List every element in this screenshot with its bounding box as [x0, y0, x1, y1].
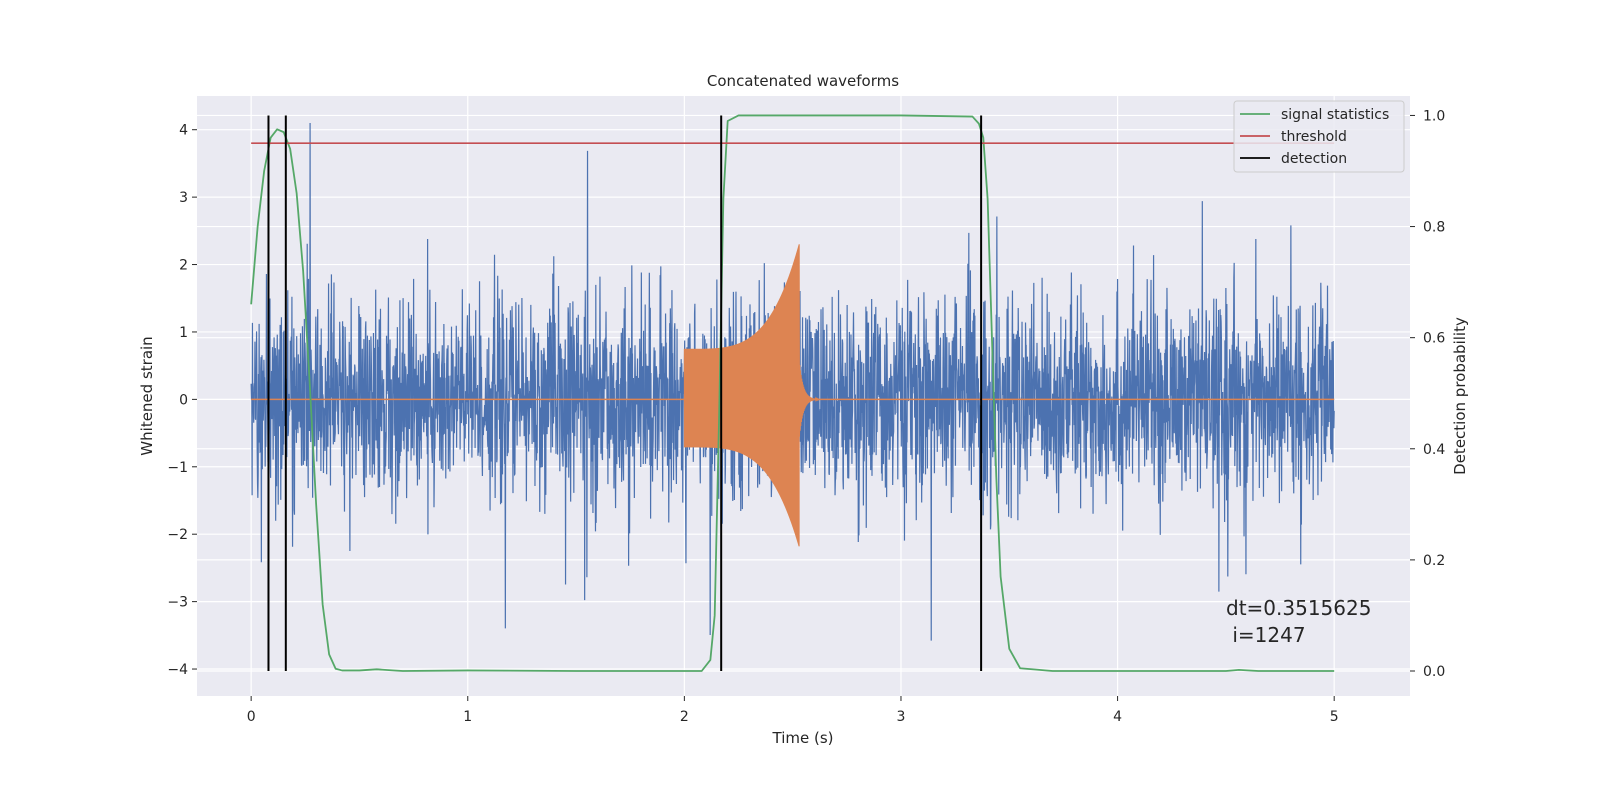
y-tick-label: 1: [179, 325, 188, 341]
annotation-index: i=1247: [1226, 623, 1306, 647]
y2-tick-label: 1.0: [1423, 108, 1445, 124]
signal-statistics-series: [250, 114, 1335, 672]
legend-label-detection: detection: [1281, 151, 1347, 167]
y2-tick-label: 0.0: [1423, 664, 1445, 680]
detection-series: [267, 115, 983, 671]
injection-chirp: [683, 244, 820, 547]
y-tick-label: −4: [167, 662, 188, 678]
chart-title: Concatenated waveforms: [707, 72, 899, 90]
y-tick-label: 3: [179, 190, 188, 206]
legend-box: [1233, 100, 1405, 173]
x-tick-label: 5: [1330, 709, 1339, 725]
x-tick-label: 0: [247, 709, 256, 725]
y-tick-label: 4: [179, 123, 188, 139]
y-tick-label: −1: [167, 460, 188, 476]
y-tick-label: 2: [179, 258, 188, 274]
legend: signal statistics threshold detection: [1233, 100, 1405, 173]
y-axis-title: Whitened strain: [138, 336, 156, 455]
y2-tick-label: 0.8: [1423, 220, 1445, 236]
x-tick-label: 3: [897, 709, 906, 725]
annotation-dt: dt=0.3515625: [1226, 596, 1371, 620]
x-tick-label: 4: [1113, 709, 1122, 725]
injection-series: [251, 244, 1335, 547]
y-tick-label: 0: [179, 392, 188, 408]
legend-label-signal-statistics: signal statistics: [1281, 107, 1389, 123]
y-tick-label: −2: [167, 527, 188, 543]
y2-axis-title: Detection probability: [1451, 317, 1469, 475]
x-tick-label: 2: [680, 709, 689, 725]
y-tick-label: −3: [167, 595, 188, 611]
y2-tick-label: 0.6: [1423, 331, 1445, 347]
y2-tick-label: 0.2: [1423, 553, 1445, 569]
legend-label-threshold: threshold: [1281, 129, 1347, 145]
axis-ticks: 0 1 2 3 4 5 −4 −3 −2 −1 0 1 2 3 4 0.0 0.2 0.4 0.6 0.8 1.0: [167, 108, 1445, 725]
x-axis-title: Time (s): [772, 729, 834, 747]
x-tick-label: 1: [463, 709, 472, 725]
signal-statistics-line: [250, 114, 1335, 672]
y2-tick-label: 0.4: [1423, 442, 1445, 458]
